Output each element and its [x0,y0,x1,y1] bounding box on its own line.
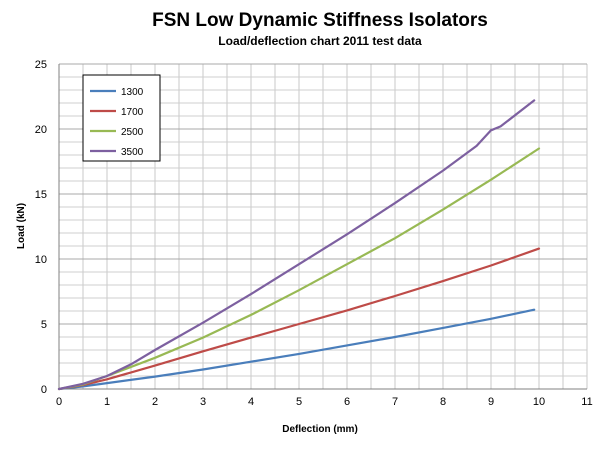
y-axis-title: Load (kN) [16,203,27,249]
x-tick-label: 9 [488,396,494,408]
series-lines [57,99,541,391]
series-line-1300 [57,308,536,391]
x-tick-label: 1 [104,396,110,408]
y-tick-label: 10 [35,254,47,266]
series-line-1700 [57,247,541,391]
chart-title: FSN Low Dynamic Stiffness Isolators [152,10,488,31]
x-tick-label: 7 [392,396,398,408]
series-line-3500 [57,99,536,391]
x-tick-labels: 0 1 2 3 4 5 6 7 8 9 10 11 [56,396,593,408]
y-tick-label: 20 [35,124,47,136]
x-tick-label: 0 [56,396,62,408]
legend-label-1700: 1700 [121,107,144,118]
legend-label-3500: 3500 [121,147,144,158]
x-axis-title: Deflection (mm) [282,424,358,435]
legend-box [82,74,161,162]
y-tick-label: 5 [41,319,47,331]
x-tick-label: 2 [152,396,158,408]
legend: 1300 1700 2500 3500 [82,74,161,162]
x-tick-label: 10 [533,396,545,408]
y-tick-label: 0 [41,384,47,396]
x-tick-label: 6 [344,396,350,408]
y-tick-label: 15 [35,189,47,201]
y-tick-label: 25 [35,59,47,71]
chart-subtitle: Load/deflection chart 2011 test data [218,34,422,48]
x-tick-label: 5 [296,396,302,408]
legend-label-1300: 1300 [121,87,144,98]
x-tick-label: 11 [581,396,592,408]
legend-label-2500: 2500 [121,127,144,138]
y-tick-labels: 0 5 10 15 20 25 [35,59,47,396]
axes [58,64,587,390]
x-tick-label: 3 [200,396,206,408]
x-tick-label: 4 [248,396,254,408]
x-tick-label: 8 [440,396,446,408]
